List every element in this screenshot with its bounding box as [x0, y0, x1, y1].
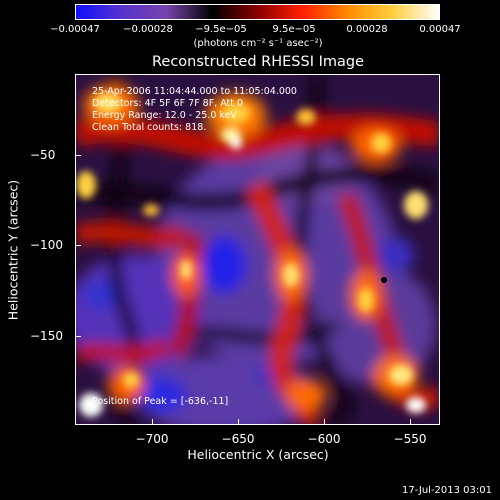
x-tick-mark — [152, 419, 153, 425]
x-tick-label: −650 — [221, 432, 255, 446]
x-tick-mark — [238, 419, 239, 425]
rhessi-image-canvas — [76, 75, 439, 424]
y-tick-mark — [75, 336, 81, 337]
colorbar-tick-label: 0.00028 — [346, 24, 388, 35]
x-axis-label: Heliocentric X (arcsec) — [187, 447, 329, 462]
x-tick-label: −700 — [135, 432, 169, 446]
info-peak-position: Position of Peak = [-636,-11] — [92, 396, 229, 407]
x-tick-mark — [324, 419, 325, 425]
plot-title: Reconstructed RHESSI Image — [151, 54, 365, 70]
datestamp: 17-Jul-2013 03:01 — [401, 485, 492, 496]
info-energy-range: Energy Range: 12.0 - 25.0 keV — [92, 110, 237, 121]
y-tick-label: −100 — [30, 238, 63, 252]
x-tick-label: −600 — [307, 432, 341, 446]
info-clean-counts: Clean Total counts: 818. — [92, 122, 207, 133]
colorbar-tick-label: −0.00028 — [123, 24, 173, 35]
colorbar-tick-label: 0.00047 — [419, 24, 461, 35]
info-detectors: Detectors: 4F 5F 6F 7F 8F, Att 0 — [92, 98, 244, 109]
y-tick-mark — [75, 245, 81, 246]
colorbar-unit-label: (photons cm⁻² s⁻¹ asec⁻²) — [193, 38, 323, 49]
peak-marker — [381, 277, 387, 283]
y-tick-label: −50 — [30, 148, 56, 162]
x-tick-mark — [410, 419, 411, 425]
x-tick-label: −550 — [393, 432, 427, 446]
colorbar-tick-label: −9.5e−05 — [195, 24, 247, 35]
y-tick-label: −150 — [30, 329, 63, 343]
colorbar — [75, 4, 440, 20]
y-tick-mark — [75, 155, 81, 156]
info-time-range: 25-Apr-2006 11:04:44.000 to 11:05:04.000 — [92, 86, 297, 97]
y-axis-label: Heliocentric Y (arcsec) — [5, 179, 21, 321]
rhessi-image — [75, 74, 440, 425]
colorbar-tick-label: −0.00047 — [50, 24, 100, 35]
colorbar-tick-label: 9.5e−05 — [272, 24, 316, 35]
